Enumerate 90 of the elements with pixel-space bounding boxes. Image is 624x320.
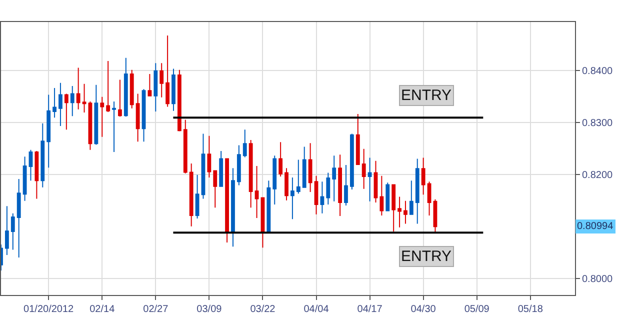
candlestick xyxy=(166,35,170,108)
candlestick xyxy=(76,67,80,110)
candlestick xyxy=(308,142,312,193)
candlestick xyxy=(236,144,241,186)
candlestick xyxy=(409,180,414,216)
candlestick xyxy=(433,198,438,233)
candlestick xyxy=(94,84,98,146)
candlestick xyxy=(380,175,384,216)
candlestick xyxy=(46,94,51,168)
candlestick xyxy=(296,159,300,194)
candlestick xyxy=(106,60,110,112)
candlestick xyxy=(284,168,288,201)
candlestick xyxy=(70,85,74,117)
candlestick xyxy=(254,166,259,219)
candlestick xyxy=(368,157,372,202)
candlestick xyxy=(362,148,366,190)
candlestick xyxy=(386,182,390,212)
candlestick xyxy=(344,164,348,206)
candlestick xyxy=(231,168,235,248)
ref-line-label: ENTRY xyxy=(401,87,452,104)
x-tick-label: 05/09 xyxy=(464,304,490,315)
x-tick-label: 03/09 xyxy=(196,304,222,315)
candlestick xyxy=(160,62,164,98)
candlestick xyxy=(130,69,134,109)
y-tick-label: 0.8200 xyxy=(582,170,614,181)
candlestick xyxy=(278,142,283,177)
y-tick-label: 0.8000 xyxy=(582,274,614,285)
x-tick-label: 02/14 xyxy=(90,304,116,315)
candlestick xyxy=(16,178,21,258)
candlestick xyxy=(136,93,140,142)
candlestick xyxy=(225,158,229,243)
candlestick xyxy=(248,140,253,208)
candlestick xyxy=(266,180,271,233)
candlestick xyxy=(4,206,9,256)
x-tick-label: 01/20/2012 xyxy=(24,304,74,315)
x-tick-label: 03/22 xyxy=(250,304,276,315)
candlestick xyxy=(195,174,200,220)
candlestick xyxy=(148,74,152,97)
candlestick xyxy=(183,119,188,174)
candlestick xyxy=(52,88,56,118)
y-tick-label: 0.8300 xyxy=(582,118,614,129)
x-tick-label: 02/27 xyxy=(143,304,169,315)
candlestick xyxy=(112,101,116,152)
annotation: 0.80994 xyxy=(577,221,614,232)
candlestick xyxy=(124,57,128,118)
candlestick xyxy=(154,62,158,112)
candlestick xyxy=(207,135,212,178)
candlestick xyxy=(302,146,306,188)
candlestick xyxy=(356,114,360,166)
candlestick xyxy=(58,82,62,126)
candlestick xyxy=(272,155,277,206)
candlestick xyxy=(338,154,342,216)
x-tick-label: 04/04 xyxy=(304,304,330,315)
x-tick-label: 05/18 xyxy=(518,304,544,315)
candlestick xyxy=(415,158,420,224)
candlestick xyxy=(398,196,402,228)
candlestick xyxy=(177,69,182,132)
candlestick xyxy=(172,68,176,112)
candlestick xyxy=(421,157,426,196)
candlestick xyxy=(332,155,336,202)
y-tick-label: 0.8400 xyxy=(582,66,614,77)
candlestick xyxy=(242,129,247,158)
x-tick-label: 04/30 xyxy=(410,304,436,315)
candlestick xyxy=(314,175,318,215)
candlestick xyxy=(427,181,432,216)
candlestick xyxy=(189,162,194,227)
candlestick xyxy=(290,176,294,220)
candlestick xyxy=(260,196,265,248)
x-tick-label: 04/17 xyxy=(357,304,383,315)
candlestick xyxy=(213,170,218,208)
candlestick xyxy=(100,96,104,138)
candlestick xyxy=(350,133,354,190)
candlestick xyxy=(142,88,146,142)
candlestick xyxy=(82,83,86,113)
candlestick xyxy=(22,156,27,202)
candlestick xyxy=(392,184,396,232)
candlestick xyxy=(88,101,92,150)
candlestick xyxy=(10,212,15,250)
candlestick xyxy=(326,172,330,206)
candlestick xyxy=(40,122,45,188)
candlestick xyxy=(374,160,378,203)
candlestick xyxy=(320,181,324,214)
candlestick xyxy=(404,200,408,224)
candlestick xyxy=(219,150,224,188)
candlestick xyxy=(28,149,33,182)
candlestick xyxy=(34,150,39,200)
candlestick xyxy=(201,133,206,200)
candlestick xyxy=(64,93,68,130)
candlestick xyxy=(118,79,122,118)
ref-line-label: ENTRY xyxy=(401,248,452,265)
